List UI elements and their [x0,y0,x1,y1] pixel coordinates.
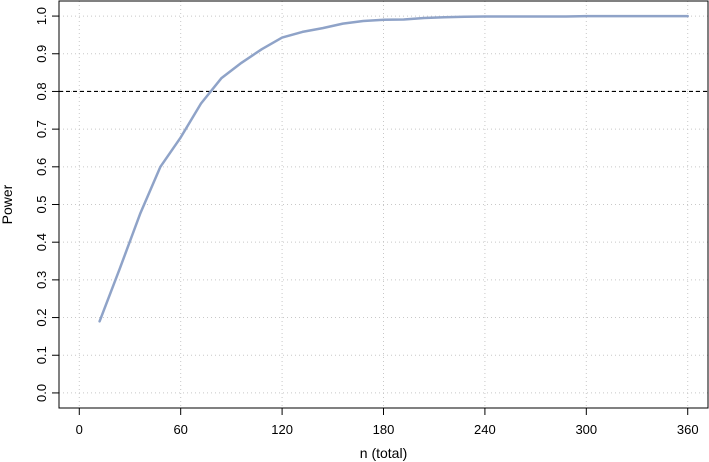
y-axis: 0.0 0.1 0.2 0.3 0.4 0.5 0.6 0.7 0.8 0.9 1.0 [34,7,59,402]
y-tick-label: 0.1 [34,346,49,364]
y-tick-label: 0.5 [34,195,49,213]
y-tick-label: 0.4 [34,233,49,251]
x-tick-label: 240 [474,422,496,437]
y-axis-label: Power [0,184,15,224]
y-tick-label: 0.9 [34,45,49,63]
x-tick-label: 300 [575,422,597,437]
y-tick-label: 0.7 [34,120,49,138]
y-tick-label: 1.0 [34,7,49,25]
y-tick-label: 0.3 [34,271,49,289]
y-tick-label: 0.6 [34,158,49,176]
y-tick-label: 0.8 [34,82,49,100]
x-tick-label: 120 [271,422,293,437]
power-series-line [98,14,689,323]
grid [59,1,708,408]
y-tick-label: 0.0 [34,384,49,402]
x-tick-label: 0 [76,422,83,437]
x-tick-label: 180 [373,422,395,437]
x-tick-label: 60 [173,422,187,437]
x-tick-label: 360 [677,422,699,437]
y-tick-label: 0.2 [34,309,49,327]
x-axis-label: n (total) [360,445,407,461]
x-axis: 0 60 120 180 240 300 360 [76,408,699,437]
